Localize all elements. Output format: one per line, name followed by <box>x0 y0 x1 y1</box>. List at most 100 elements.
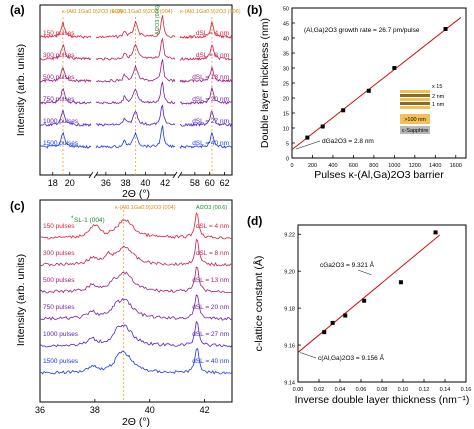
panel-d-point <box>362 298 367 303</box>
panel-a-break-mark <box>93 171 99 179</box>
panel-c-pulse-label: 1000 pulses <box>43 331 79 338</box>
panel-d-xtick-label: 0.00 <box>293 387 304 393</box>
panel-b-xtick-label: 1400 <box>429 163 441 169</box>
panel-b-inset-layer <box>400 106 430 109</box>
panel-c-dsl-label: dSL = 4 nm <box>196 223 229 230</box>
panel-d-xtick-label: 0.10 <box>398 387 409 393</box>
panel-c-xtick-label: 42 <box>200 405 210 415</box>
panel-a-curve <box>179 86 233 105</box>
panel-a-break-mask <box>91 171 96 179</box>
panel-a-peak-label: κ-(Al0.1Ga0.9)2O3 (002) <box>62 9 123 15</box>
panel-d-point <box>322 330 327 335</box>
panel-a-pulse-label: 150 pulses <box>43 30 75 37</box>
panel-a-xtick-label: 40 <box>140 178 150 188</box>
panel-c-satellite-star: * <box>71 215 74 222</box>
panel-c-pulse-label: 300 pulses <box>43 250 75 257</box>
panel-b-xtick-label: 800 <box>369 163 378 169</box>
panel-d-xtick-label: 0.16 <box>461 387 472 393</box>
panel-a-curve <box>179 110 233 128</box>
panel-a-curve <box>95 104 176 127</box>
panel-a-break-mark <box>88 171 94 179</box>
panel-b-point <box>341 108 346 113</box>
panel-a-curve <box>95 81 176 105</box>
panel-b-intercept-pointer <box>296 140 321 150</box>
panel-c-curve <box>39 238 233 267</box>
panel-b-fit-line <box>291 17 462 150</box>
panel-b-point <box>320 124 325 129</box>
panel-a-dsl-label: dSL = 27 nm <box>192 118 229 125</box>
panel-a-dsl-label: dSL = 4 nm <box>196 30 229 37</box>
panel-c-pulse-label: 150 pulses <box>43 223 75 230</box>
panel-b-point <box>443 27 448 31</box>
panel-b-ytick-label: 20 <box>283 97 289 103</box>
panel-d-ytick-label: 9.20 <box>284 270 295 276</box>
panel-a-break-mask <box>175 171 180 179</box>
panel-b-xtick-label: 1200 <box>409 163 421 169</box>
panel-a-frame <box>39 4 233 176</box>
panel-b-ytick-label: 0 <box>286 157 289 163</box>
panel-a-curve <box>39 67 92 84</box>
panel-a-xtick-label: 42 <box>160 178 170 188</box>
panel-a-xtick-label: 58 <box>190 178 200 188</box>
panel-a-peak-label: κ-(Al0.1Ga0.9)2O3 (004) <box>112 9 173 15</box>
panel-b-ytick-label: 45 <box>283 22 289 28</box>
panel-b-ytick-label: 35 <box>283 52 289 58</box>
panel-c-dsl-label: dSL = 13 nm <box>192 277 229 284</box>
panel-a-dsl-label: dSL = 40 nm <box>192 140 229 147</box>
panel-b-point <box>366 88 371 93</box>
panel-b-xlabel: Pulses κ-(Al,Ga)2O3 barrier <box>314 169 444 181</box>
panel-a-peak-label: κ-(Al0.1Ga0.9)2O3 (006) <box>180 9 241 15</box>
panel-a-dsl-label: dSL = 13 nm <box>192 74 229 81</box>
panel-d-ytick-label: 9.14 <box>284 381 295 387</box>
panel-a-dsl-label: dSL = 8 nm <box>196 52 229 59</box>
panel-c-xlabel: 2Θ (°) <box>122 416 150 428</box>
panel-c-pulse-label: 750 pulses <box>43 304 75 311</box>
panel-d-fit-line <box>297 234 441 353</box>
panel-c-dsl-label: dSL = 8 nm <box>196 250 229 257</box>
panel-d-ytick-label: 9.22 <box>284 233 295 239</box>
panel-b: (b) 0 200 400 600 800 1000 1200 1400 1600 0 5 10 15 20… <box>247 3 467 181</box>
panel-a-xtick-label: 62 <box>220 178 230 188</box>
panel-a: (a) 18 20 36 38 40 42 58 60 62 150 pulses dSL = 4 n… <box>10 3 241 200</box>
panel-b-xtick-label: 200 <box>308 163 317 169</box>
panel-a-xlabel: 2Θ (°) <box>122 188 150 200</box>
panel-d-xtick-label: 0.08 <box>377 387 388 393</box>
panel-a-curve <box>179 44 233 61</box>
panel-a-curve <box>95 125 176 149</box>
panel-a-curve <box>39 110 92 127</box>
panel-b-inset-substrate <box>400 126 430 134</box>
panel-c-satellite-label: SL-1 (004) <box>74 217 105 224</box>
panel-c-ylabel: Intensity (arb. units) <box>15 254 27 346</box>
panel-c-pulse-label: 500 pulses <box>43 277 75 284</box>
panel-a-xtick-label: 38 <box>121 178 131 188</box>
panel-d-algao-label: c(Al,Ga)2O3 = 9.156 Å <box>318 353 385 362</box>
panel-b-inset-label: x 15 <box>432 84 442 90</box>
panel-c-xtick-label: 40 <box>145 405 155 415</box>
panel-a-curve <box>39 131 92 149</box>
panel-a-pulse-label: 500 pulses <box>43 74 75 81</box>
panel-b-inset-label: 2 nm <box>432 94 445 100</box>
panel-a-curve <box>179 20 233 40</box>
panel-b-inset-layer <box>400 98 430 101</box>
panel-b-point <box>305 135 310 140</box>
panel-d-point <box>398 280 403 285</box>
panel-a-xtick-label: 20 <box>65 178 75 188</box>
panel-b-point <box>392 66 397 70</box>
panel-d-ga2o3-pointer <box>357 269 372 276</box>
panel-b-inset-label: >100 nm <box>404 117 426 123</box>
panel-a-substrate-label: Al2O3 (006) <box>155 5 161 35</box>
panel-b-inset-buffer <box>400 114 430 124</box>
panel-b-letter: (b) <box>247 3 262 17</box>
panel-a-ylabel: Intensity (arb. units) <box>15 44 27 136</box>
panel-c-dsl-label: dSL = 20 nm <box>192 304 229 311</box>
panel-c-pulse-label: 1500 pulses <box>43 358 79 365</box>
panel-b-ytick-label: 40 <box>283 37 289 43</box>
panel-a-break-mark <box>177 171 183 179</box>
panel-b-ytick-label: 10 <box>283 127 289 133</box>
panel-d-xtick-label: 0.12 <box>419 387 430 393</box>
panel-c-frame <box>39 199 233 403</box>
panel-d-ytick-label: 9.18 <box>284 307 295 313</box>
panel-d-algao-pointer <box>300 352 317 359</box>
panel-b-inset-layer <box>400 94 430 97</box>
